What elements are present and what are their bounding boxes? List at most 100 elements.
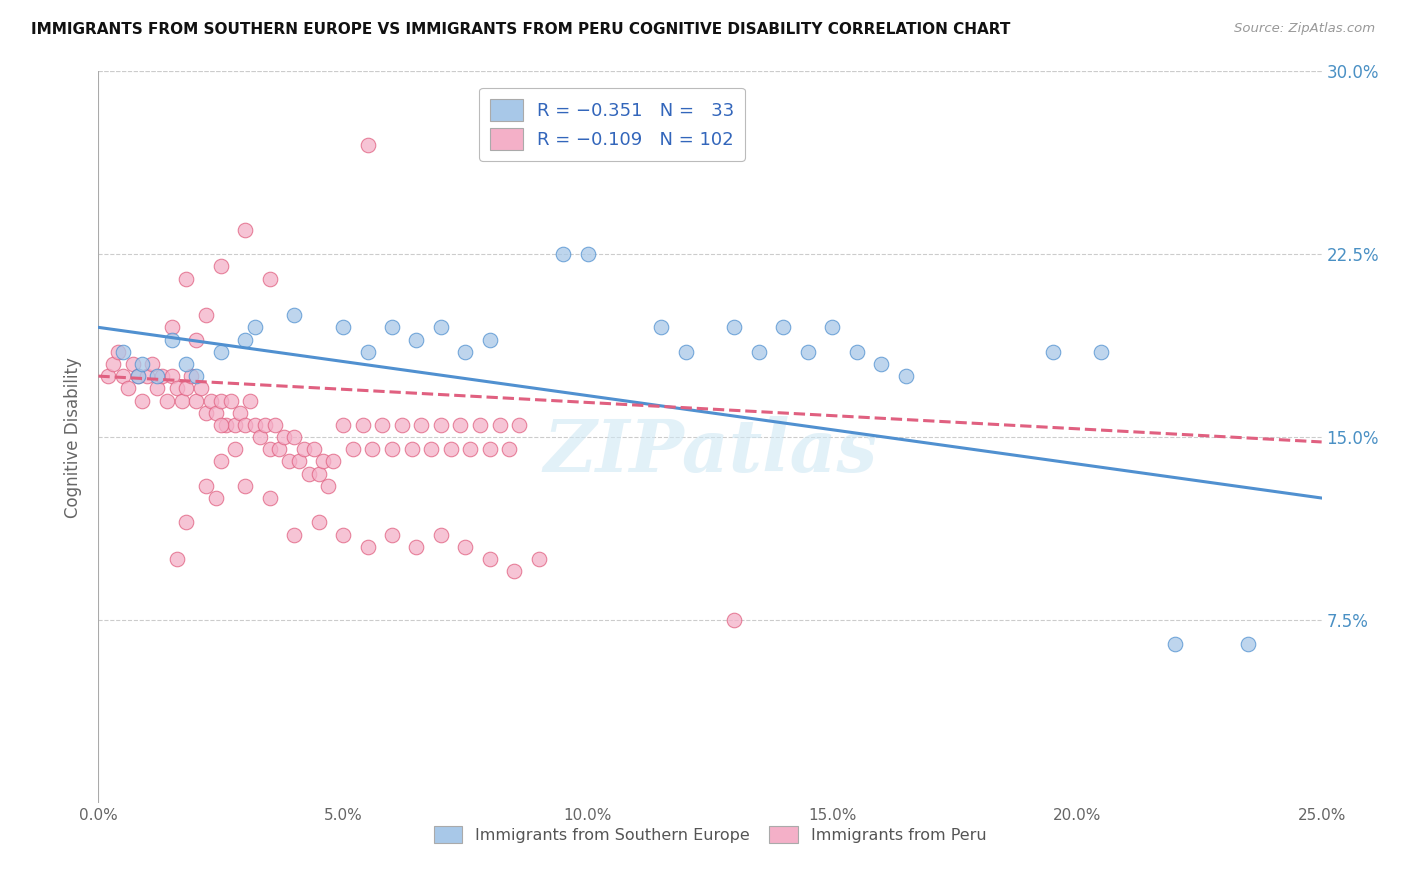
Point: [263, 417, 285, 432]
Point: [195, 308, 218, 322]
Point: [160, 369, 183, 384]
Point: [381, 442, 404, 457]
Point: [430, 527, 453, 541]
Point: [430, 320, 453, 334]
Point: [312, 454, 335, 468]
Point: [527, 552, 550, 566]
Point: [243, 417, 266, 432]
Point: [131, 393, 153, 408]
Point: [454, 540, 477, 554]
Point: [209, 344, 232, 359]
Point: [1164, 637, 1187, 651]
Point: [97, 369, 120, 384]
Point: [219, 393, 242, 408]
Point: [723, 613, 745, 627]
Point: [233, 333, 256, 347]
Point: [576, 247, 599, 261]
Point: [195, 479, 218, 493]
Point: [233, 479, 256, 493]
Point: [259, 271, 281, 285]
Point: [405, 540, 427, 554]
Point: [176, 271, 198, 285]
Point: [332, 320, 354, 334]
Point: [391, 417, 413, 432]
Legend: Immigrants from Southern Europe, Immigrants from Peru: Immigrants from Southern Europe, Immigra…: [427, 820, 993, 850]
Point: [356, 540, 378, 554]
Point: [146, 369, 169, 384]
Point: [675, 344, 697, 359]
Point: [176, 357, 198, 371]
Point: [224, 442, 246, 457]
Point: [233, 223, 256, 237]
Point: [214, 417, 236, 432]
Point: [121, 357, 143, 371]
Point: [283, 430, 305, 444]
Point: [150, 369, 173, 384]
Point: [176, 516, 198, 530]
Y-axis label: Cognitive Disability: Cognitive Disability: [65, 357, 83, 517]
Point: [498, 442, 520, 457]
Point: [478, 552, 501, 566]
Point: [356, 344, 378, 359]
Point: [131, 357, 153, 371]
Point: [308, 516, 330, 530]
Point: [205, 491, 228, 505]
Point: [894, 369, 917, 384]
Point: [430, 417, 453, 432]
Point: [269, 442, 291, 457]
Point: [176, 381, 198, 395]
Point: [249, 430, 271, 444]
Point: [332, 527, 354, 541]
Point: [205, 406, 228, 420]
Point: [127, 369, 149, 384]
Point: [332, 417, 354, 432]
Point: [160, 320, 183, 334]
Point: [772, 320, 794, 334]
Point: [553, 247, 575, 261]
Point: [239, 393, 262, 408]
Point: [117, 381, 139, 395]
Point: [209, 417, 232, 432]
Point: [420, 442, 443, 457]
Point: [1042, 344, 1064, 359]
Point: [458, 442, 481, 457]
Point: [723, 320, 745, 334]
Point: [259, 491, 281, 505]
Point: [361, 442, 384, 457]
Point: [318, 479, 340, 493]
Point: [352, 417, 374, 432]
Point: [748, 344, 770, 359]
Point: [209, 454, 232, 468]
Point: [283, 527, 305, 541]
Point: [478, 333, 501, 347]
Point: [298, 467, 321, 481]
Point: [186, 393, 208, 408]
Point: [381, 320, 404, 334]
Text: IMMIGRANTS FROM SOUTHERN EUROPE VS IMMIGRANTS FROM PERU COGNITIVE DISABILITY COR: IMMIGRANTS FROM SOUTHERN EUROPE VS IMMIG…: [31, 22, 1011, 37]
Point: [107, 344, 129, 359]
Point: [322, 454, 344, 468]
Point: [440, 442, 463, 457]
Point: [166, 552, 188, 566]
Point: [302, 442, 325, 457]
Point: [111, 344, 134, 359]
Point: [259, 442, 281, 457]
Point: [450, 417, 472, 432]
Point: [478, 442, 501, 457]
Point: [186, 369, 208, 384]
Point: [288, 454, 311, 468]
Point: [273, 430, 295, 444]
Point: [180, 369, 202, 384]
Point: [209, 260, 232, 274]
Point: [405, 333, 427, 347]
Point: [650, 320, 672, 334]
Point: [136, 369, 159, 384]
Point: [190, 381, 212, 395]
Point: [209, 393, 232, 408]
Point: [1237, 637, 1260, 651]
Point: [411, 417, 433, 432]
Point: [200, 393, 222, 408]
Point: [141, 357, 163, 371]
Point: [870, 357, 893, 371]
Text: ZIPatlas: ZIPatlas: [543, 417, 877, 487]
